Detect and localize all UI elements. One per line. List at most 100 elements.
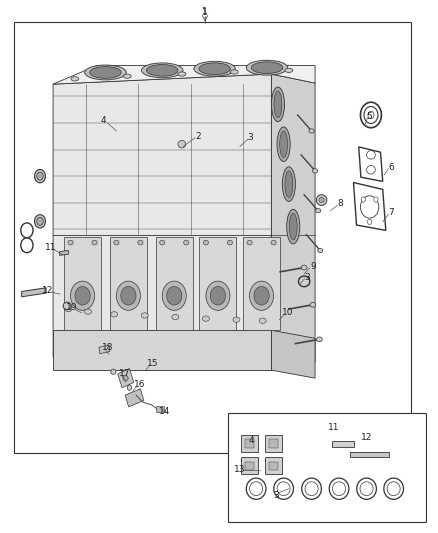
Ellipse shape — [272, 87, 285, 122]
Polygon shape — [155, 237, 193, 330]
Bar — [269, 462, 278, 470]
Ellipse shape — [35, 215, 46, 228]
Ellipse shape — [315, 208, 321, 213]
Polygon shape — [99, 345, 110, 354]
Polygon shape — [243, 237, 280, 330]
Bar — [241, 457, 258, 474]
Ellipse shape — [246, 60, 288, 75]
Ellipse shape — [178, 141, 186, 148]
Polygon shape — [21, 288, 46, 297]
Ellipse shape — [35, 169, 46, 183]
Bar — [245, 439, 254, 448]
Polygon shape — [272, 330, 315, 378]
Ellipse shape — [90, 67, 121, 78]
Ellipse shape — [230, 70, 238, 74]
Ellipse shape — [361, 197, 365, 202]
Polygon shape — [53, 330, 272, 370]
Ellipse shape — [85, 65, 126, 80]
Ellipse shape — [374, 197, 378, 202]
Text: 1: 1 — [202, 7, 208, 16]
Bar — [245, 462, 254, 470]
Ellipse shape — [123, 375, 128, 381]
Ellipse shape — [37, 172, 43, 180]
Text: 3: 3 — [305, 273, 311, 281]
Ellipse shape — [277, 127, 290, 161]
Bar — [265, 457, 283, 474]
Ellipse shape — [111, 312, 118, 317]
Ellipse shape — [71, 281, 95, 310]
Ellipse shape — [194, 61, 235, 76]
Polygon shape — [110, 237, 147, 330]
Ellipse shape — [63, 302, 71, 310]
Ellipse shape — [71, 77, 79, 81]
Ellipse shape — [202, 316, 209, 321]
Ellipse shape — [227, 240, 233, 245]
Ellipse shape — [206, 281, 230, 310]
Text: 3: 3 — [274, 490, 279, 499]
Text: 17: 17 — [119, 369, 130, 378]
Bar — [265, 435, 283, 452]
Ellipse shape — [251, 62, 283, 74]
Text: 15: 15 — [147, 359, 159, 368]
Ellipse shape — [85, 309, 92, 314]
Bar — [241, 435, 258, 452]
Ellipse shape — [259, 318, 266, 324]
Polygon shape — [53, 74, 272, 370]
Ellipse shape — [37, 217, 43, 225]
Ellipse shape — [301, 265, 307, 270]
Ellipse shape — [367, 165, 375, 174]
Ellipse shape — [280, 131, 288, 158]
Ellipse shape — [162, 281, 186, 310]
Ellipse shape — [233, 317, 240, 322]
Text: 4: 4 — [100, 116, 106, 125]
Ellipse shape — [271, 240, 276, 245]
Bar — [228, 413, 426, 522]
Polygon shape — [53, 66, 315, 84]
Ellipse shape — [68, 240, 73, 245]
Ellipse shape — [111, 369, 116, 374]
Polygon shape — [60, 251, 68, 255]
Ellipse shape — [166, 286, 182, 305]
Ellipse shape — [172, 314, 179, 320]
Ellipse shape — [75, 286, 90, 305]
Text: 9: 9 — [310, 262, 316, 271]
Ellipse shape — [367, 151, 375, 159]
Ellipse shape — [285, 68, 293, 72]
Text: 12: 12 — [42, 286, 53, 295]
Text: 10: 10 — [282, 308, 294, 317]
Ellipse shape — [124, 74, 131, 78]
Text: 16: 16 — [134, 380, 145, 389]
Text: 12: 12 — [361, 433, 372, 442]
Ellipse shape — [117, 281, 141, 310]
Ellipse shape — [138, 240, 143, 245]
Ellipse shape — [250, 281, 274, 310]
Ellipse shape — [159, 240, 165, 245]
Ellipse shape — [287, 209, 300, 244]
Ellipse shape — [316, 195, 327, 205]
Ellipse shape — [65, 306, 72, 312]
Polygon shape — [332, 441, 354, 447]
Ellipse shape — [147, 64, 178, 76]
Text: 2: 2 — [195, 132, 201, 141]
Ellipse shape — [360, 196, 379, 218]
Ellipse shape — [317, 337, 322, 342]
Ellipse shape — [141, 313, 148, 318]
Ellipse shape — [312, 168, 318, 173]
Polygon shape — [350, 452, 389, 457]
Ellipse shape — [141, 63, 183, 78]
Text: 5: 5 — [367, 111, 372, 120]
Ellipse shape — [127, 385, 132, 390]
Ellipse shape — [92, 240, 97, 245]
Ellipse shape — [367, 219, 372, 224]
Text: 18: 18 — [102, 343, 113, 352]
Text: 13: 13 — [234, 465, 246, 474]
Polygon shape — [155, 406, 164, 412]
Bar — [269, 439, 278, 448]
Ellipse shape — [309, 129, 314, 133]
Text: 14: 14 — [159, 407, 170, 416]
Ellipse shape — [283, 167, 295, 201]
Ellipse shape — [178, 72, 186, 76]
Ellipse shape — [114, 240, 119, 245]
Text: 3: 3 — [247, 133, 253, 142]
Polygon shape — [272, 74, 315, 370]
